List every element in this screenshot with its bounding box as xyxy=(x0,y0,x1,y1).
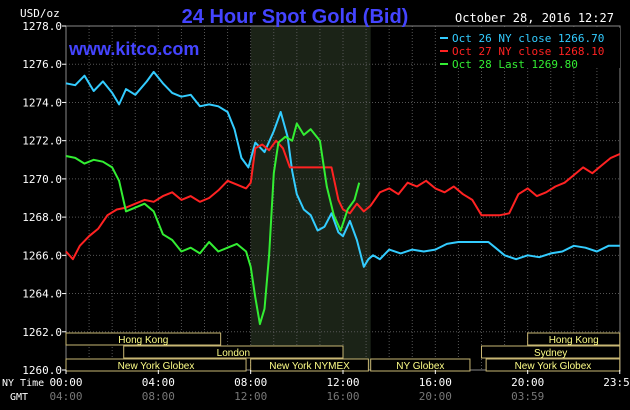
x-tick-label: 00:00 xyxy=(49,376,82,389)
y-tick-label: 1260.0 xyxy=(22,364,62,377)
y-tick-label: 1272.0 xyxy=(22,135,62,148)
nymex-session-shade xyxy=(250,26,371,370)
session-bar xyxy=(250,358,369,372)
gmt-tick-label: 16:00 xyxy=(326,390,359,403)
x-axis: 00:0004:0008:0012:0016:0020:0023:5904:00… xyxy=(49,370,630,403)
x-axis-label-gmt: GMT xyxy=(10,392,28,403)
y-tick-label: 1266.0 xyxy=(22,249,62,262)
session-label: New York Globex xyxy=(118,361,195,372)
gmt-tick-label: 04:00 xyxy=(49,390,82,403)
y-axis-title: USD/oz xyxy=(20,7,60,20)
gmt-tick-label: 08:00 xyxy=(142,390,175,403)
y-tick-label: 1268.0 xyxy=(22,211,62,224)
session-label: Hong Kong xyxy=(118,335,168,346)
series-lines xyxy=(65,70,621,326)
site-watermark: www.kitco.com xyxy=(68,39,199,59)
date-stamp: October 28, 2016 12:27 xyxy=(455,11,614,25)
y-axis: 1260.0 1262.0 1264.0 1266.0 1268.0 1270.0 1272… xyxy=(22,20,66,377)
series-line-2 xyxy=(65,139,621,261)
x-tick-label: 16:00 xyxy=(419,376,452,389)
x-tick-label: 12:00 xyxy=(326,376,359,389)
series-line-3 xyxy=(65,122,361,326)
y-tick-label: 1278.0 xyxy=(22,20,62,33)
session-bar xyxy=(65,358,247,372)
gmt-tick-label: 12:00 xyxy=(234,390,267,403)
session-label: New York NYMEX xyxy=(269,361,350,372)
session-label: Hong Kong xyxy=(549,335,599,346)
legend-box xyxy=(436,28,620,68)
x-axis-label-nytime: NY Time xyxy=(2,378,44,389)
gmt-tick-label: 20:00 xyxy=(419,390,452,403)
y-tick-label: 1270.0 xyxy=(22,173,62,186)
session-bar xyxy=(485,358,621,372)
legend-entry: Oct 27 NY close 1268.10 xyxy=(452,45,604,58)
session-bar xyxy=(123,345,344,359)
x-tick-label: 08:00 xyxy=(234,376,267,389)
y-tick-label: 1264.0 xyxy=(22,288,62,301)
gmt-tick-label: 03:59 xyxy=(511,390,544,403)
session-bar xyxy=(370,358,471,372)
y-tick-label: 1276.0 xyxy=(22,58,62,71)
session-bar xyxy=(65,332,222,346)
y-tick-label: 1262.0 xyxy=(22,326,62,339)
session-label: New York Globex xyxy=(515,361,592,372)
y-tick-label: 1274.0 xyxy=(22,96,62,109)
trading-sessions: Hong Kong Hong Kong London Sydney New York G… xyxy=(65,332,621,372)
market-hours-shading xyxy=(250,26,371,370)
chart-title: 24 Hour Spot Gold (Bid) xyxy=(182,6,409,28)
x-tick-label: 04:00 xyxy=(142,376,175,389)
x-tick-label: 20:00 xyxy=(511,376,544,389)
session-bar xyxy=(527,332,621,346)
session-label: Sydney xyxy=(534,348,567,359)
series-line-1 xyxy=(65,70,620,268)
x-tick-label: 23:59 xyxy=(603,376,630,389)
session-label: NY Globex xyxy=(396,361,444,372)
legend-entry: Oct 26 NY close 1266.70 xyxy=(452,32,604,45)
session-bar xyxy=(481,345,621,359)
legend-entry: Oct 28 Last 1269.80 xyxy=(452,58,578,71)
session-label: London xyxy=(217,348,250,359)
